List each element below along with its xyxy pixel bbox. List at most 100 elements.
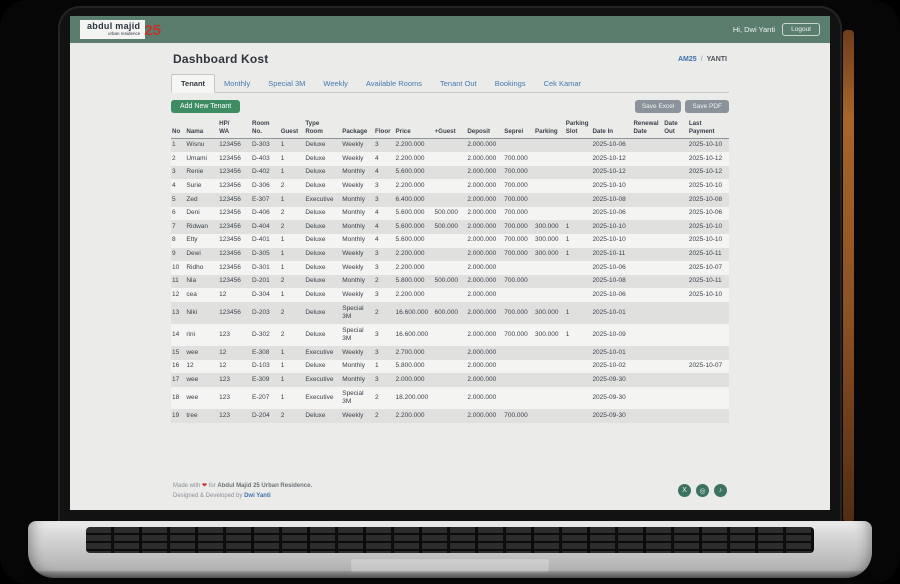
table-cell: Monthly bbox=[342, 222, 365, 230]
table-cell: 2025-10-12 bbox=[592, 154, 626, 162]
table-cell: 3 bbox=[375, 348, 379, 356]
table-cell bbox=[663, 360, 688, 374]
table-cell: 700.000 bbox=[504, 277, 528, 285]
table-cell: 1 bbox=[565, 308, 570, 316]
brand-logo[interactable]: abdul majid urban residence 25 bbox=[80, 20, 161, 39]
table-cell: 2 bbox=[280, 308, 285, 316]
developer-link[interactable]: Dwi Yanti bbox=[244, 492, 271, 499]
table-cell: 2.200.000 bbox=[395, 250, 425, 258]
table-cell: Deluxe bbox=[305, 308, 326, 316]
table-cell bbox=[565, 152, 592, 166]
table-cell: 2.000.000 bbox=[467, 308, 497, 316]
table-cell: 3 bbox=[375, 263, 379, 271]
table-cell: 2.000.000 bbox=[467, 222, 497, 230]
column-header: +Guest bbox=[433, 118, 467, 139]
table-cell: 500.000 bbox=[434, 222, 459, 230]
table-cell bbox=[688, 409, 729, 423]
table-cell: 700.000 bbox=[504, 195, 528, 203]
table-cell bbox=[663, 261, 688, 275]
table-cell: Ridwan bbox=[186, 222, 209, 230]
tab-monthly[interactable]: Monthly bbox=[215, 74, 259, 92]
tab-special-3m[interactable]: Special 3M bbox=[259, 74, 314, 92]
table-cell: 1 bbox=[565, 330, 570, 338]
tab-tenant-out[interactable]: Tenant Out bbox=[431, 74, 486, 92]
table-cell: 2.000.000 bbox=[467, 393, 497, 401]
table-cell: Monthly bbox=[342, 209, 365, 217]
table-cell: Weekly bbox=[342, 348, 364, 356]
x-icon[interactable]: X bbox=[678, 484, 691, 498]
table-cell bbox=[565, 193, 592, 207]
column-header: Date Out bbox=[663, 118, 688, 139]
table-cell: Monthly bbox=[342, 277, 365, 285]
laptop-screen-bezel: abdul majid urban residence 25 Hi, Dwi Y… bbox=[58, 6, 842, 530]
page-title: Dashboard Kost bbox=[173, 52, 269, 66]
table-cell bbox=[663, 166, 688, 180]
table-cell bbox=[534, 193, 565, 207]
table-cell: 7 bbox=[172, 222, 176, 230]
table-cell: E-309 bbox=[251, 375, 270, 383]
table-cell bbox=[663, 373, 688, 387]
table-cell: 2 bbox=[280, 209, 285, 217]
table-cell bbox=[632, 179, 663, 193]
instagram-icon[interactable]: ◎ bbox=[696, 484, 709, 498]
table-cell bbox=[534, 288, 565, 302]
table-cell: 2 bbox=[280, 330, 285, 338]
table-cell bbox=[434, 152, 467, 166]
add-new-tenant-button[interactable]: Add New Tenant bbox=[171, 100, 241, 113]
table-cell: 1 bbox=[280, 393, 285, 401]
tiktok-icon[interactable]: ♪ bbox=[714, 484, 727, 498]
tab-tenant[interactable]: Tenant bbox=[171, 74, 216, 93]
table-cell: D-403 bbox=[251, 154, 270, 162]
table-cell: Deluxe bbox=[305, 236, 326, 244]
table-cell: 1 bbox=[280, 263, 285, 271]
table-cell: 4 bbox=[375, 209, 379, 217]
tab-available-rooms[interactable]: Available Rooms bbox=[357, 74, 431, 92]
column-header: Parking bbox=[534, 118, 565, 139]
table-cell: 5.600.000 bbox=[395, 222, 425, 230]
table-cell: 700.000 bbox=[504, 308, 528, 316]
page-footer: Made with ❤ for Abdul Majid 25 Urban Res… bbox=[171, 481, 729, 510]
top-navbar: abdul majid urban residence 25 Hi, Dwi Y… bbox=[70, 16, 830, 43]
table-cell bbox=[565, 261, 592, 275]
tab-cek-kamar[interactable]: Cek Kamar bbox=[535, 74, 591, 92]
table-cell bbox=[565, 166, 592, 180]
table-cell bbox=[434, 346, 467, 360]
table-cell bbox=[632, 409, 663, 423]
save-pdf-button[interactable]: Save PDF bbox=[685, 100, 729, 113]
table-cell bbox=[663, 234, 688, 248]
table-cell: Deluxe bbox=[305, 168, 326, 176]
table-cell: 2025-10-08 bbox=[688, 195, 723, 203]
table-cell: 4 bbox=[375, 154, 379, 162]
logout-button[interactable]: Logout bbox=[782, 23, 820, 36]
user-greeting: Hi, Dwi Yanti bbox=[732, 25, 776, 34]
table-cell: 300.000 bbox=[535, 330, 559, 338]
save-excel-button[interactable]: Save Excel bbox=[634, 100, 682, 113]
tab-weekly[interactable]: Weekly bbox=[314, 74, 356, 92]
breadcrumb-home-link[interactable]: AM25 bbox=[678, 55, 697, 63]
table-cell: 1 bbox=[375, 362, 379, 370]
table-cell bbox=[534, 138, 565, 152]
column-header: Floor bbox=[374, 118, 395, 139]
tab-bar: Tenant Monthly Special 3M Weekly Available R… bbox=[171, 74, 729, 93]
table-cell bbox=[534, 275, 565, 289]
table-cell: 3 bbox=[375, 250, 379, 258]
table-cell bbox=[534, 261, 565, 275]
table-cell: Ridho bbox=[186, 263, 204, 271]
table-cell: Deluxe bbox=[305, 222, 326, 230]
table-cell: 2025-10-02 bbox=[592, 362, 626, 370]
column-header: Last Payment bbox=[687, 118, 729, 139]
table-cell: 2025-10-11 bbox=[688, 250, 722, 258]
table-cell bbox=[434, 248, 467, 262]
tab-bookings[interactable]: Bookings bbox=[486, 74, 535, 92]
toolbar: Add New Tenant Save Excel Save PDF bbox=[171, 100, 729, 113]
table-cell: Monthly bbox=[342, 195, 365, 203]
footer-brand-text: Abdul Majid 25 Urban Residence. bbox=[217, 482, 313, 489]
table-cell: 14 bbox=[172, 330, 180, 338]
table-cell: 500.000 bbox=[434, 277, 459, 285]
table-cell: D-203 bbox=[251, 308, 270, 316]
table-cell bbox=[565, 288, 592, 302]
brand-subtitle: urban residence bbox=[108, 30, 141, 36]
table-cell: 2.000.000 bbox=[467, 375, 497, 383]
table-row: 7 Ridwan 123456 D-404 2 Deluxe Monthly 4 5.600.0… bbox=[171, 220, 729, 234]
table-cell: 12 bbox=[219, 348, 227, 356]
